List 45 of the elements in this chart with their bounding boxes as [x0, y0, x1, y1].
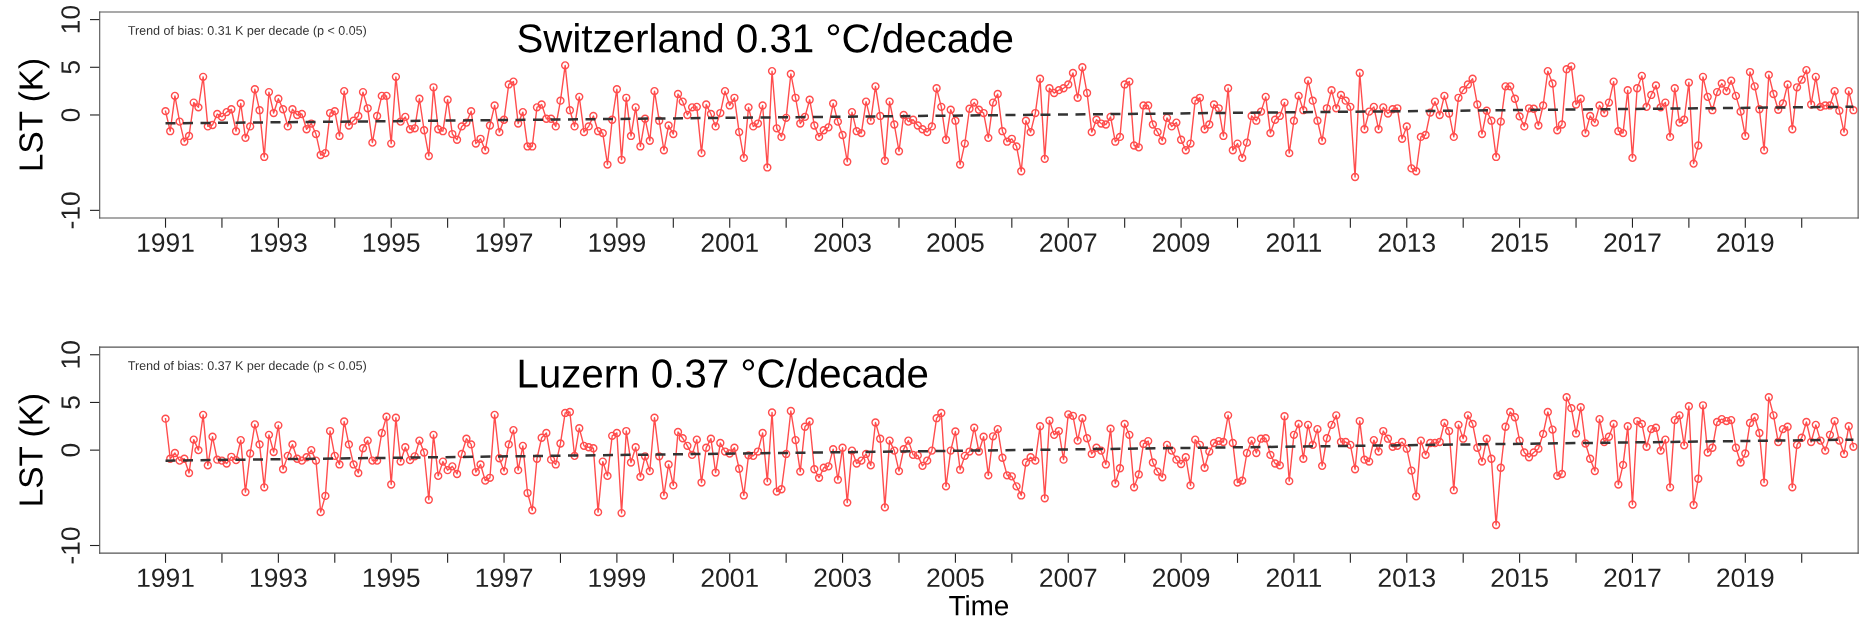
x-tick-label: 2001: [701, 568, 758, 588]
x-tick-label: 2013: [1378, 568, 1435, 588]
annotation: Trend of bias: 0.31 K per decade (p < 0.05): [128, 25, 366, 38]
x-tick-label: 2019: [1717, 233, 1774, 252]
annotation: Luzern 0.37 °C/decade: [519, 358, 928, 388]
x-tick-label: 2017: [1604, 233, 1661, 252]
annotation: Switzerland 0.31 °C/decade: [518, 23, 1013, 53]
x-tick-label: 2001: [701, 233, 758, 252]
x-tick-label: 2007: [1040, 568, 1097, 588]
x-tick-label: 1997: [476, 233, 533, 252]
x-tick-label: 2009: [1153, 568, 1210, 588]
y-tick-label: -10: [61, 527, 80, 564]
annotation: Trend of bias: 0.37 K per decade (p < 0.05): [128, 360, 366, 373]
x-tick-label: 2015: [1491, 233, 1548, 252]
x-tick-label: 2013: [1378, 233, 1435, 252]
x-tick-label: 2005: [927, 233, 984, 252]
y-tick-label: -10: [61, 192, 80, 229]
y-tick-label: 0: [61, 108, 80, 122]
y-tick-label: 5: [61, 396, 80, 409]
x-tick-label: 1991: [138, 568, 194, 588]
y-tick-label: 10: [61, 341, 80, 368]
x-tick-label: 1993: [251, 568, 307, 588]
x-tick-label: 1999: [589, 233, 645, 252]
x-tick-label: 1997: [476, 568, 533, 588]
x-tick-label: 2011: [1266, 233, 1322, 252]
y-tick-label: 5: [61, 61, 80, 74]
x-tick-label: 2007: [1040, 233, 1097, 252]
x-tick-label: 2017: [1604, 568, 1661, 588]
x-tick-label: 1995: [363, 233, 420, 252]
x-tick-label: 1993: [251, 233, 307, 252]
x-axis-title: Time: [949, 595, 1009, 616]
x-tick-label: 2005: [927, 568, 984, 588]
x-tick-label: 2009: [1153, 233, 1210, 252]
x-tick-label: 2019: [1717, 568, 1774, 588]
y-tick-label: 10: [61, 5, 80, 33]
x-tick-label: 2011: [1266, 568, 1322, 588]
x-tick-label: 2015: [1491, 568, 1548, 588]
y-axis-title: LST (K): [18, 395, 50, 505]
x-tick-label: 1991: [138, 233, 194, 252]
x-tick-label: 2003: [814, 233, 871, 252]
y-axis-title: LST (K): [18, 59, 50, 170]
x-tick-label: 2003: [814, 568, 871, 588]
x-tick-label: 1999: [589, 568, 645, 588]
y-tick-label: 0: [61, 443, 80, 457]
x-tick-label: 1995: [363, 568, 420, 588]
